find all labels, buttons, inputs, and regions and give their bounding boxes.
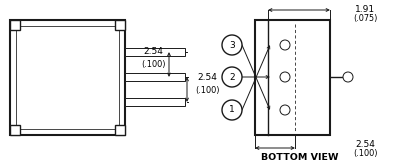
Bar: [115, 20, 125, 30]
Text: (.100): (.100): [353, 149, 377, 158]
Bar: [10, 125, 20, 135]
Text: 2: 2: [229, 72, 235, 81]
Text: 1.91: 1.91: [355, 5, 375, 14]
Bar: [10, 20, 20, 30]
Text: 2.54: 2.54: [355, 140, 375, 149]
Text: (.075): (.075): [353, 14, 377, 23]
Bar: [125, 48, 185, 56]
Bar: [115, 125, 125, 135]
Circle shape: [280, 72, 290, 82]
Text: (.100): (.100): [195, 86, 219, 95]
Circle shape: [222, 100, 242, 120]
Text: 2.54: 2.54: [143, 47, 163, 56]
Circle shape: [222, 67, 242, 87]
Bar: [16, 26, 119, 129]
Bar: [255, 20, 330, 135]
Bar: [125, 73, 185, 81]
Circle shape: [343, 72, 353, 82]
Circle shape: [280, 40, 290, 50]
Circle shape: [280, 105, 290, 115]
Circle shape: [222, 35, 242, 55]
Text: 1: 1: [229, 106, 235, 115]
Text: 3: 3: [229, 41, 235, 49]
Bar: [125, 98, 185, 106]
Text: 2.54: 2.54: [197, 72, 217, 81]
Text: BOTTOM VIEW: BOTTOM VIEW: [261, 153, 339, 162]
Text: (.100): (.100): [141, 60, 165, 69]
Bar: [10, 20, 125, 135]
